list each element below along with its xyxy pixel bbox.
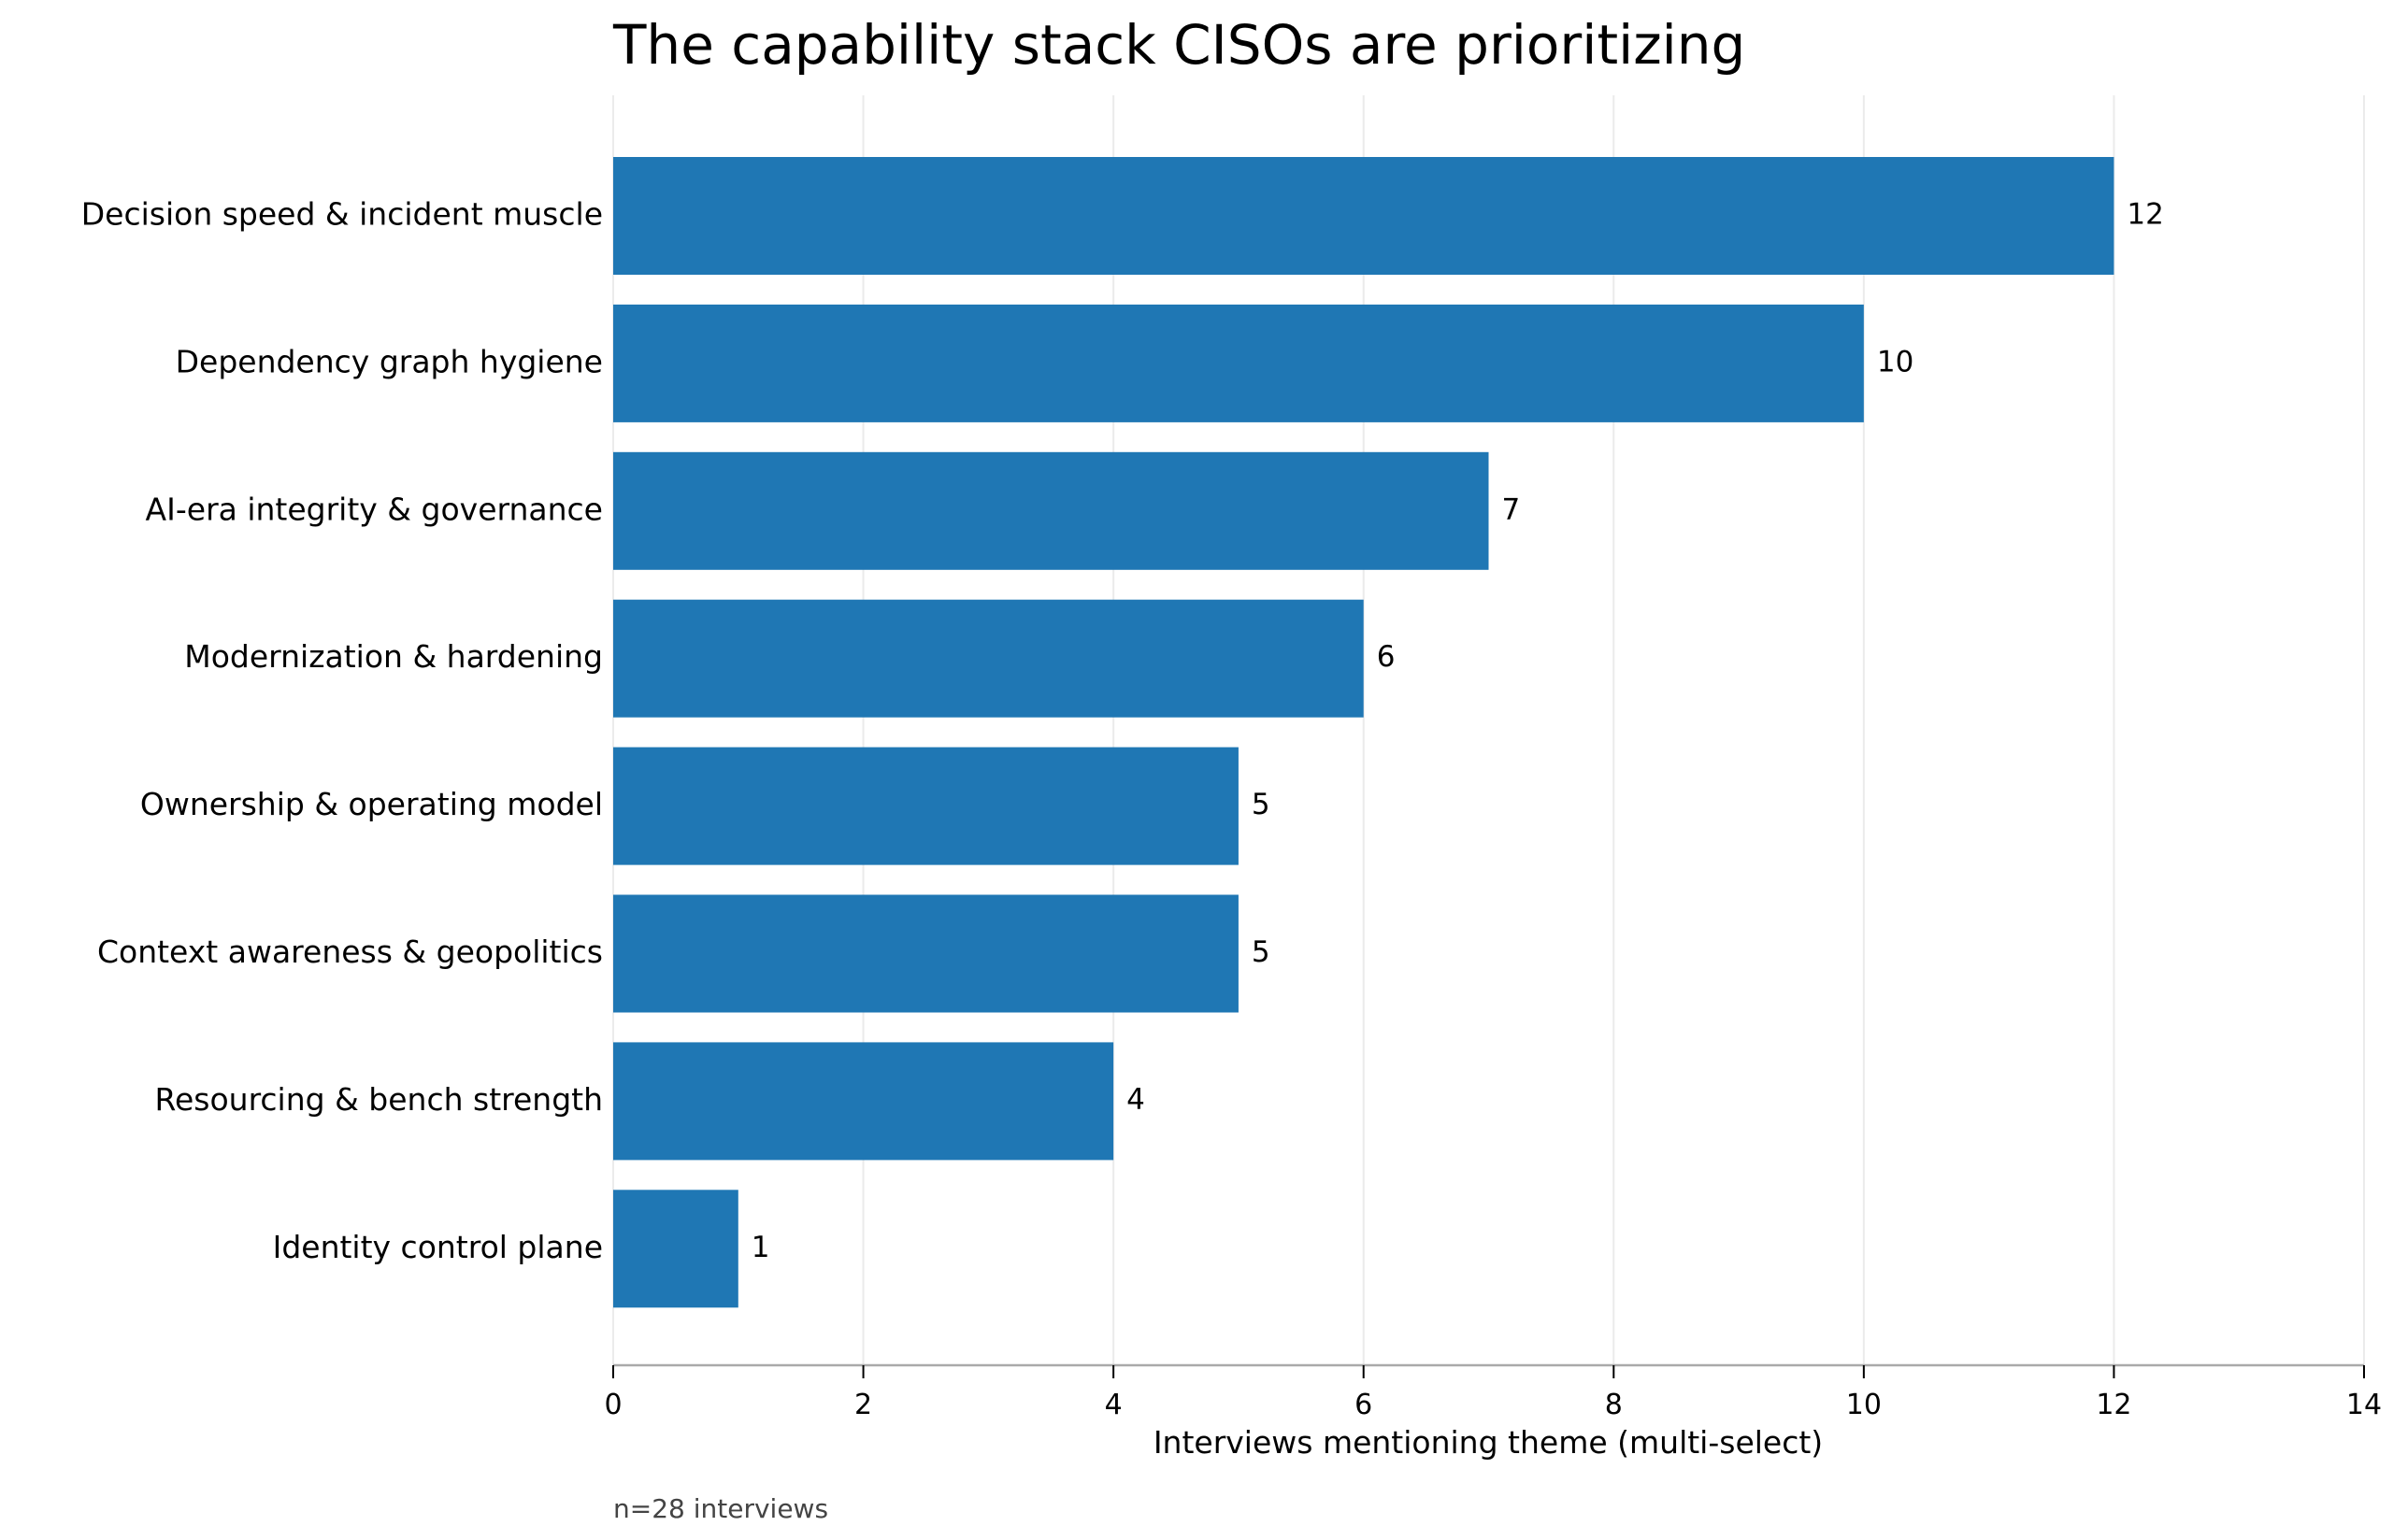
bar bbox=[613, 599, 1364, 718]
x-axis-label: Interviews mentioning theme (multi-selec… bbox=[1154, 1424, 1823, 1461]
data-label: 5 bbox=[1252, 935, 1270, 969]
y-tick-label: Identity control plane bbox=[273, 1229, 603, 1265]
x-tick-label: 12 bbox=[2096, 1389, 2131, 1421]
data-label: 4 bbox=[1126, 1083, 1145, 1117]
y-tick-label: Dependency graph hygiene bbox=[176, 343, 603, 379]
x-tick-label: 6 bbox=[1354, 1389, 1372, 1421]
bar bbox=[613, 1042, 1114, 1161]
x-tick-label: 10 bbox=[1846, 1389, 1882, 1421]
data-label: 6 bbox=[1377, 640, 1396, 674]
bar bbox=[613, 304, 1864, 422]
y-tick-label: Modernization & hardening bbox=[184, 638, 603, 675]
bar bbox=[613, 747, 1239, 865]
data-label: 10 bbox=[1877, 345, 1913, 378]
data-label: 5 bbox=[1252, 788, 1270, 821]
x-tick-label: 4 bbox=[1105, 1389, 1123, 1421]
data-label: 1 bbox=[752, 1231, 770, 1264]
x-ticks: 0 2 4 6 8 10 12 14 bbox=[604, 1365, 2382, 1421]
x-tick-label: 14 bbox=[2346, 1389, 2382, 1421]
bar bbox=[613, 157, 2114, 275]
x-tick-label: 8 bbox=[1605, 1389, 1623, 1421]
bar bbox=[613, 451, 1489, 570]
y-tick-label: Context awareness & geopolitics bbox=[97, 934, 603, 970]
x-tick-label: 2 bbox=[854, 1389, 872, 1421]
bar bbox=[613, 894, 1239, 1013]
data-label: 12 bbox=[2127, 198, 2163, 232]
gridlines bbox=[612, 95, 2365, 1365]
bar bbox=[613, 1190, 738, 1308]
x-tick-label: 0 bbox=[604, 1389, 622, 1421]
y-tick-labels: Decision speed & incident muscle Dependen… bbox=[81, 196, 603, 1265]
data-label: 7 bbox=[1502, 492, 1521, 526]
chart-title: The capability stack CISOs are prioritiz… bbox=[612, 13, 1745, 77]
y-tick-label: Decision speed & incident muscle bbox=[81, 196, 603, 233]
bars: 12 10 7 6 5 5 4 1 bbox=[613, 157, 2164, 1308]
y-tick-label: Ownership & operating model bbox=[140, 786, 603, 822]
y-tick-label: Resourcing & bench strength bbox=[155, 1081, 603, 1118]
footnote: n=28 interviews bbox=[613, 1493, 828, 1524]
y-tick-label: AI-era integrity & governance bbox=[146, 491, 603, 527]
